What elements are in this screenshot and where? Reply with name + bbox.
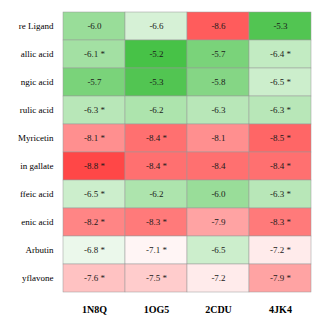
svg-text:-8.3 *: -8.3 *: [270, 217, 291, 227]
svg-text:-6.5 *: -6.5 *: [270, 77, 291, 87]
svg-text:-6.3 *: -6.3 *: [270, 105, 291, 115]
svg-text:-7.5 *: -7.5 *: [146, 273, 167, 283]
svg-text:-8.2 *: -8.2 *: [84, 217, 105, 227]
svg-text:-7.2 *: -7.2 *: [270, 245, 291, 255]
svg-text:1N8Q: 1N8Q: [82, 304, 107, 315]
svg-text:ffeic acid: ffeic acid: [20, 189, 54, 199]
svg-text:-7.9: -7.9: [211, 217, 226, 227]
svg-text:-6.2: -6.2: [149, 105, 163, 115]
svg-text:-5.3: -5.3: [273, 21, 288, 31]
svg-text:-8.1 *: -8.1 *: [84, 133, 105, 143]
svg-text:-6.0: -6.0: [87, 21, 102, 31]
svg-text:allic acid: allic acid: [21, 49, 54, 59]
svg-text:-7.2: -7.2: [211, 273, 225, 283]
svg-text:-5.3: -5.3: [149, 77, 164, 87]
svg-text:-6.1 *: -6.1 *: [84, 49, 105, 59]
svg-text:-8.8 *: -8.8 *: [84, 161, 105, 171]
svg-text:yflavone: yflavone: [22, 273, 54, 283]
svg-text:1OG5: 1OG5: [144, 304, 170, 315]
svg-text:-6.5 *: -6.5 *: [84, 189, 105, 199]
svg-text:-8.3 *: -8.3 *: [146, 217, 167, 227]
svg-text:-6.5: -6.5: [211, 245, 226, 255]
svg-text:-7.9 *: -7.9 *: [270, 273, 291, 283]
svg-text:-6.0: -6.0: [211, 189, 226, 199]
svg-text:-8.4 *: -8.4 *: [270, 161, 291, 171]
svg-text:-7.1 *: -7.1 *: [146, 245, 167, 255]
svg-text:-6.3: -6.3: [211, 105, 226, 115]
svg-text:-8.6: -8.6: [211, 21, 226, 31]
svg-text:-5.2: -5.2: [149, 49, 163, 59]
svg-text:rulic acid: rulic acid: [20, 105, 54, 115]
svg-text:ngic acid: ngic acid: [21, 77, 54, 87]
svg-text:-8.1: -8.1: [211, 133, 225, 143]
svg-text:-6.3 *: -6.3 *: [84, 105, 105, 115]
svg-text:Arbutin: Arbutin: [26, 245, 54, 255]
svg-text:-5.8: -5.8: [211, 77, 226, 87]
svg-text:in gallate: in gallate: [20, 161, 53, 171]
svg-text:-8.4: -8.4: [211, 161, 226, 171]
svg-text:-6.3 *: -6.3 *: [270, 189, 291, 199]
svg-text:4JK4: 4JK4: [269, 304, 292, 315]
svg-text:2CDU: 2CDU: [205, 304, 232, 315]
svg-text:-6.6: -6.6: [149, 21, 164, 31]
svg-text:-6.8 *: -6.8 *: [84, 245, 105, 255]
svg-text:-5.7: -5.7: [211, 49, 226, 59]
svg-text:-7.6 *: -7.6 *: [84, 273, 105, 283]
svg-text:-5.7: -5.7: [87, 77, 102, 87]
svg-text:-6.2: -6.2: [149, 189, 163, 199]
svg-text:-8.4 *: -8.4 *: [146, 133, 167, 143]
svg-text:-8.4 *: -8.4 *: [146, 161, 167, 171]
svg-text:re Ligand: re Ligand: [19, 21, 54, 31]
svg-text:-6.4 *: -6.4 *: [270, 49, 291, 59]
svg-text:enic acid: enic acid: [21, 217, 54, 227]
svg-text:-8.5 *: -8.5 *: [270, 133, 291, 143]
svg-text:Myricetin: Myricetin: [18, 133, 54, 143]
